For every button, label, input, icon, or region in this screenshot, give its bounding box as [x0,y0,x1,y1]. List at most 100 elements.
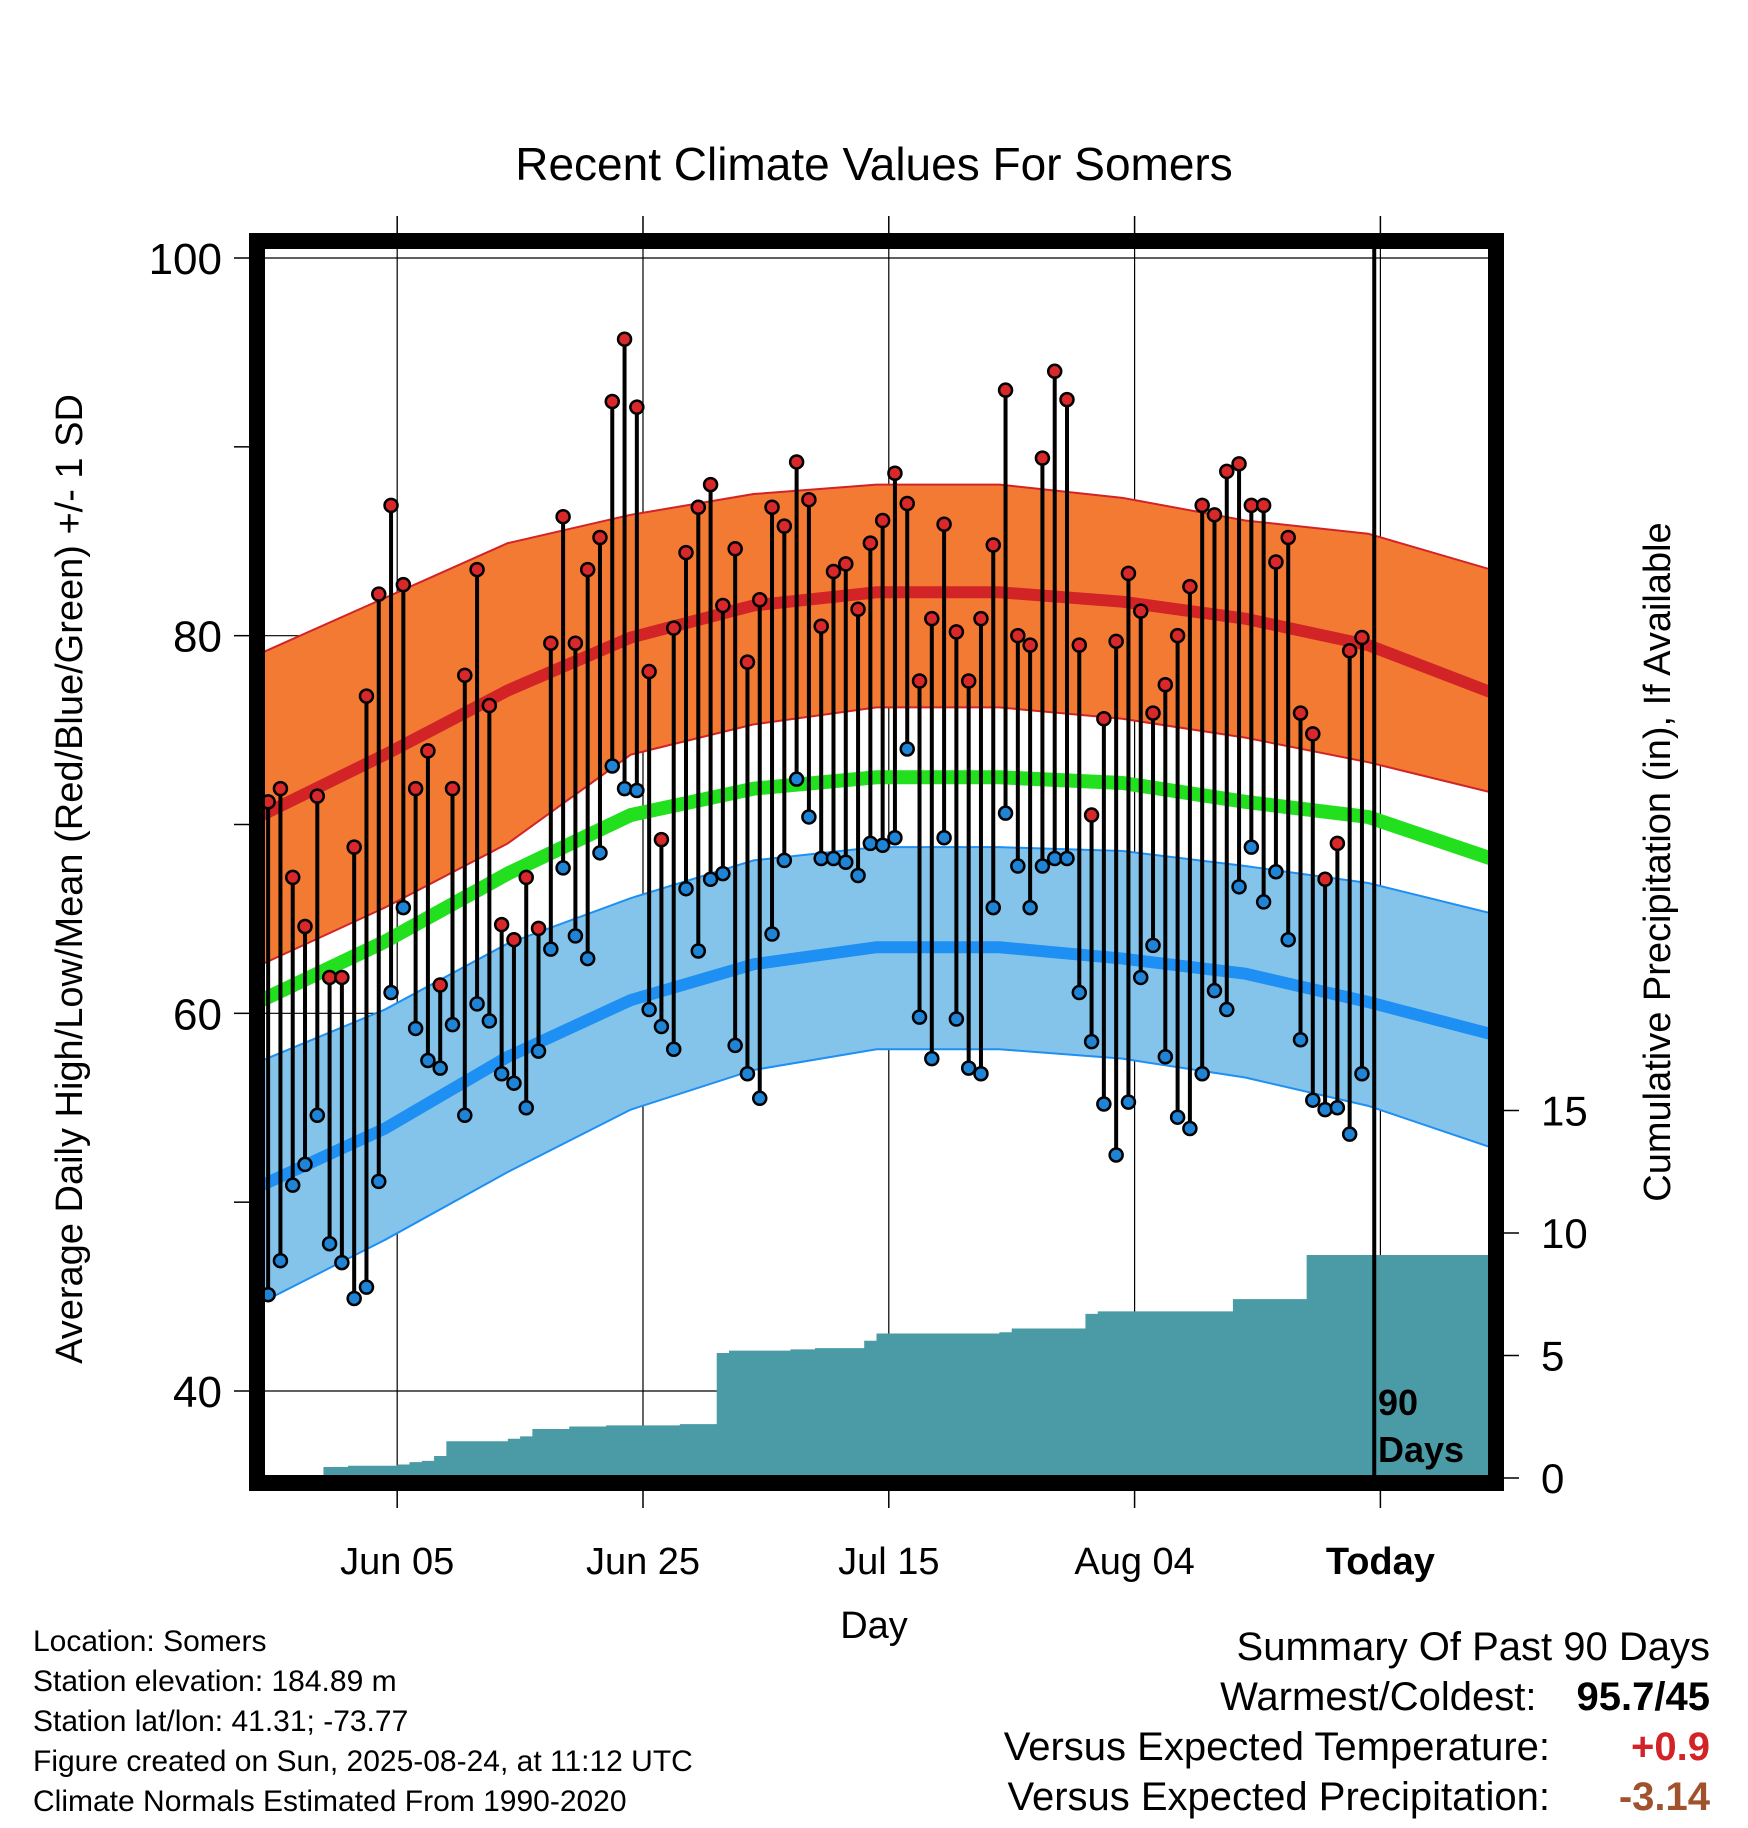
low-point [420,1052,436,1069]
normal-mean-line [258,770,1494,1007]
high-point [715,597,731,614]
low-point [1231,879,1247,895]
low-point [383,984,399,1001]
low-point [1243,839,1260,855]
low-point [997,805,1014,821]
high-point [801,491,817,508]
low-point [690,943,707,959]
low-point [862,835,879,852]
y2-tick-label: 5 [1541,1333,1564,1380]
high-point [555,508,571,525]
low-point [1194,1066,1210,1082]
high-point [1280,529,1296,546]
high-point [407,780,424,797]
low-point [629,782,645,799]
low-point [506,1075,522,1091]
high-point [395,576,412,593]
high-point [530,920,547,937]
low-point [1120,1094,1137,1110]
high-point [334,969,350,986]
low-point [1317,1101,1333,1118]
y-tick-label: 40 [173,1368,222,1417]
high-point [1022,637,1038,653]
high-point [727,541,743,557]
low-point [309,1107,326,1124]
high-point [1317,871,1333,888]
high-point [1268,554,1284,570]
low-point [1169,1109,1186,1125]
low-point [1059,850,1075,867]
low-point [1255,894,1272,910]
y-tick-label: 100 [149,235,222,284]
low-point [764,926,780,942]
low-point [1022,899,1038,916]
high-point [874,512,891,529]
normal-low-line [259,941,1493,1191]
low-point [543,941,559,957]
high-point [690,499,707,516]
low-point [1108,1147,1124,1163]
low-point [272,1252,289,1269]
latlon-text: Station lat/lon: 41.31; -73.77 [33,1705,409,1738]
high-point [665,620,682,636]
high-point [272,780,289,797]
high-point [1194,497,1210,514]
normals-text: Climate Normals Estimated From 1990-2020 [33,1785,627,1818]
high-point [1108,633,1124,650]
low-point [284,1177,301,1193]
low-point [776,852,793,869]
high-point [616,331,633,347]
low-point [407,1020,424,1037]
low-point [678,880,694,897]
precipitation-area [262,1255,1504,1478]
low-point [297,1156,313,1173]
chart-title: Recent Climate Values For Somers [515,138,1233,190]
low-point [616,780,633,797]
high-point [751,592,768,608]
high-point [1329,835,1346,852]
low-point [530,1043,547,1059]
warmest-coldest-value: 95.7/45 [1576,1675,1710,1719]
high-point [1083,807,1100,823]
high-point [1292,705,1309,721]
low-point [432,1060,448,1076]
low-point [1132,969,1149,986]
precip-deviation-value: -3.14 [1618,1775,1710,1819]
high-point [358,688,375,704]
high-point [469,561,485,578]
high-point [493,916,510,933]
low-point [1219,1001,1235,1018]
high-point [899,495,915,512]
low-point [518,1100,534,1116]
high-point [825,563,842,580]
x-tick-label: Jul 15 [838,1541,939,1583]
low-point [985,899,1002,916]
low-point [395,899,412,916]
high-point [1219,463,1235,480]
low-point [973,1066,989,1082]
y2-tick-label: 0 [1541,1455,1564,1502]
y-axis-label: Average Daily High/Low/Mean (Red/Blue/Gr… [49,394,91,1364]
high-point [1255,497,1272,514]
low-point [838,854,854,871]
high-point [1354,629,1370,646]
low-point [1145,937,1161,954]
y-tick-label: 80 [173,613,222,662]
low-point [358,1279,375,1295]
low-point [653,1018,670,1035]
temp-deviation-value: +0.9 [1631,1725,1710,1769]
low-point [936,829,952,846]
high-point [604,393,621,410]
high-point [1059,391,1075,408]
high-point [985,537,1002,553]
low-point [1354,1066,1370,1082]
y-tick-label: 60 [173,990,222,1039]
low-point [493,1066,510,1082]
high-point [567,635,584,651]
low-point [899,741,915,757]
x-tick-label: Today [1326,1541,1435,1583]
high-point [506,931,522,948]
high-point [457,667,473,684]
low-point [801,809,817,825]
